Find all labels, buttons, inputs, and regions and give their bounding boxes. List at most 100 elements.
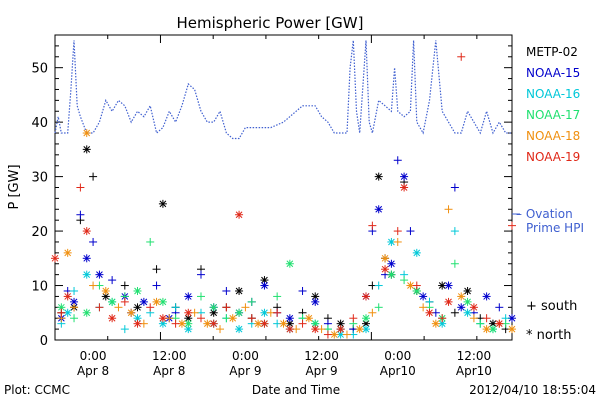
marker-noaa-19: [273, 308, 282, 317]
plot-timestamp: 2012/04/10 18:55:04: [469, 383, 596, 397]
marker-noaa-19: [120, 297, 129, 306]
legend-ovation-line1: – Ovation: [516, 207, 573, 221]
x-tick-date: Apr 8: [153, 364, 185, 378]
marker-noaa-15: [70, 297, 79, 306]
marker-metp-02: [120, 281, 129, 290]
marker-noaa-19: [82, 227, 91, 236]
marker-noaa-19: [184, 308, 193, 317]
legend-entry: NOAA-16: [526, 87, 580, 101]
marker-noaa-19: [133, 319, 142, 328]
marker-metp-02: [82, 145, 91, 154]
marker-metp-02: [450, 308, 459, 317]
marker-noaa-16: [70, 286, 79, 295]
marker-noaa-17: [273, 292, 282, 301]
marker-noaa-19: [444, 297, 453, 306]
marker-metp-02: [152, 265, 161, 274]
marker-noaa-15: [508, 314, 516, 323]
marker-noaa-16: [235, 325, 244, 334]
marker-noaa-19: [482, 314, 491, 323]
marker-noaa-16: [412, 248, 421, 257]
y-tick-label: 30: [31, 171, 48, 186]
legend-ovation-line2: Prime HPI: [526, 221, 584, 235]
y-tick-label: 40: [31, 116, 48, 131]
marker-metp-02: [374, 172, 383, 181]
marker-noaa-18: [304, 314, 313, 323]
legend-entry: NOAA-18: [526, 129, 580, 143]
marker-noaa-19: [235, 210, 244, 219]
marker-noaa-19: [457, 52, 466, 61]
legend: METP-02 NOAA-15 NOAA-16 NOAA-17 NOAA-18 NOAA-…: [512, 45, 584, 343]
marker-noaa-15: [406, 227, 415, 236]
legend-entry: NOAA-19: [526, 150, 580, 164]
marker-noaa-15: [387, 259, 396, 268]
marker-noaa-18: [114, 303, 123, 312]
marker-noaa-19: [508, 221, 516, 230]
x-tick-date: Apr 9: [305, 364, 337, 378]
marker-noaa-17: [374, 303, 383, 312]
marker-noaa-15: [95, 270, 104, 279]
y-tick-label: 20: [31, 225, 48, 240]
marker-noaa-19: [57, 308, 66, 317]
marker-noaa-17: [387, 270, 396, 279]
axis-ticks: [54, 34, 512, 341]
ovation-hpi-line: [54, 40, 512, 140]
marker-noaa-17: [235, 308, 244, 317]
marker-metp-02: [463, 286, 472, 295]
marker-noaa-17: [158, 297, 167, 306]
marker-metp-02: [133, 303, 142, 312]
marker-noaa-19: [412, 281, 421, 290]
x-tick-date: Apr10: [380, 364, 416, 378]
marker-noaa-15: [152, 281, 161, 290]
marker-noaa-17: [285, 259, 294, 268]
marker-noaa-19: [51, 254, 59, 263]
marker-noaa-15: [374, 205, 383, 214]
x-tick-time: 12:00: [457, 349, 492, 363]
marker-noaa-18: [457, 292, 466, 301]
x-axis-label: Date and Time: [252, 383, 340, 397]
marker-noaa-18: [431, 319, 440, 328]
marker-noaa-18: [444, 205, 453, 214]
marker-noaa-15: [400, 172, 409, 181]
marker-metp-02: [89, 172, 98, 181]
marker-noaa-17: [196, 292, 205, 301]
marker-noaa-19: [209, 319, 218, 328]
x-tick-date: Apr10: [456, 364, 492, 378]
marker-noaa-19: [311, 325, 320, 334]
marker-noaa-17: [476, 319, 485, 328]
marker-noaa-15: [184, 292, 193, 301]
marker-noaa-15: [260, 281, 269, 290]
marker-noaa-15: [285, 314, 294, 323]
marker-noaa-17: [82, 308, 91, 317]
y-tick-label: 50: [31, 62, 48, 77]
plot-credit: Plot: CCMC: [4, 383, 70, 397]
marker-noaa-19: [146, 303, 155, 312]
marker-noaa-15: [495, 303, 504, 312]
x-tick-time: 0:00: [232, 349, 259, 363]
marker-noaa-18: [63, 248, 72, 257]
marker-noaa-15: [298, 286, 307, 295]
marker-noaa-19: [285, 325, 294, 334]
marker-metp-02: [260, 276, 269, 285]
marker-noaa-15: [196, 270, 205, 279]
marker-noaa-17: [450, 259, 459, 268]
marker-noaa-18: [381, 254, 390, 263]
data-markers: [51, 52, 516, 339]
marker-noaa-17: [70, 314, 79, 323]
marker-noaa-15: [139, 297, 148, 306]
marker-noaa-15: [482, 292, 491, 301]
marker-noaa-19: [247, 314, 256, 323]
marker-noaa-16: [463, 308, 472, 317]
marker-noaa-17: [146, 237, 155, 246]
y-axis-label: P [GW]: [7, 164, 22, 209]
marker-noaa-16: [120, 325, 129, 334]
marker-noaa-18: [419, 303, 428, 312]
marker-noaa-16: [82, 270, 91, 279]
legend-symbol-south: + south: [526, 299, 577, 314]
marker-noaa-15: [311, 297, 320, 306]
marker-noaa-18: [241, 303, 250, 312]
marker-noaa-19: [222, 303, 231, 312]
marker-noaa-18: [101, 286, 110, 295]
marker-noaa-19: [495, 319, 504, 328]
marker-noaa-19: [95, 303, 104, 312]
